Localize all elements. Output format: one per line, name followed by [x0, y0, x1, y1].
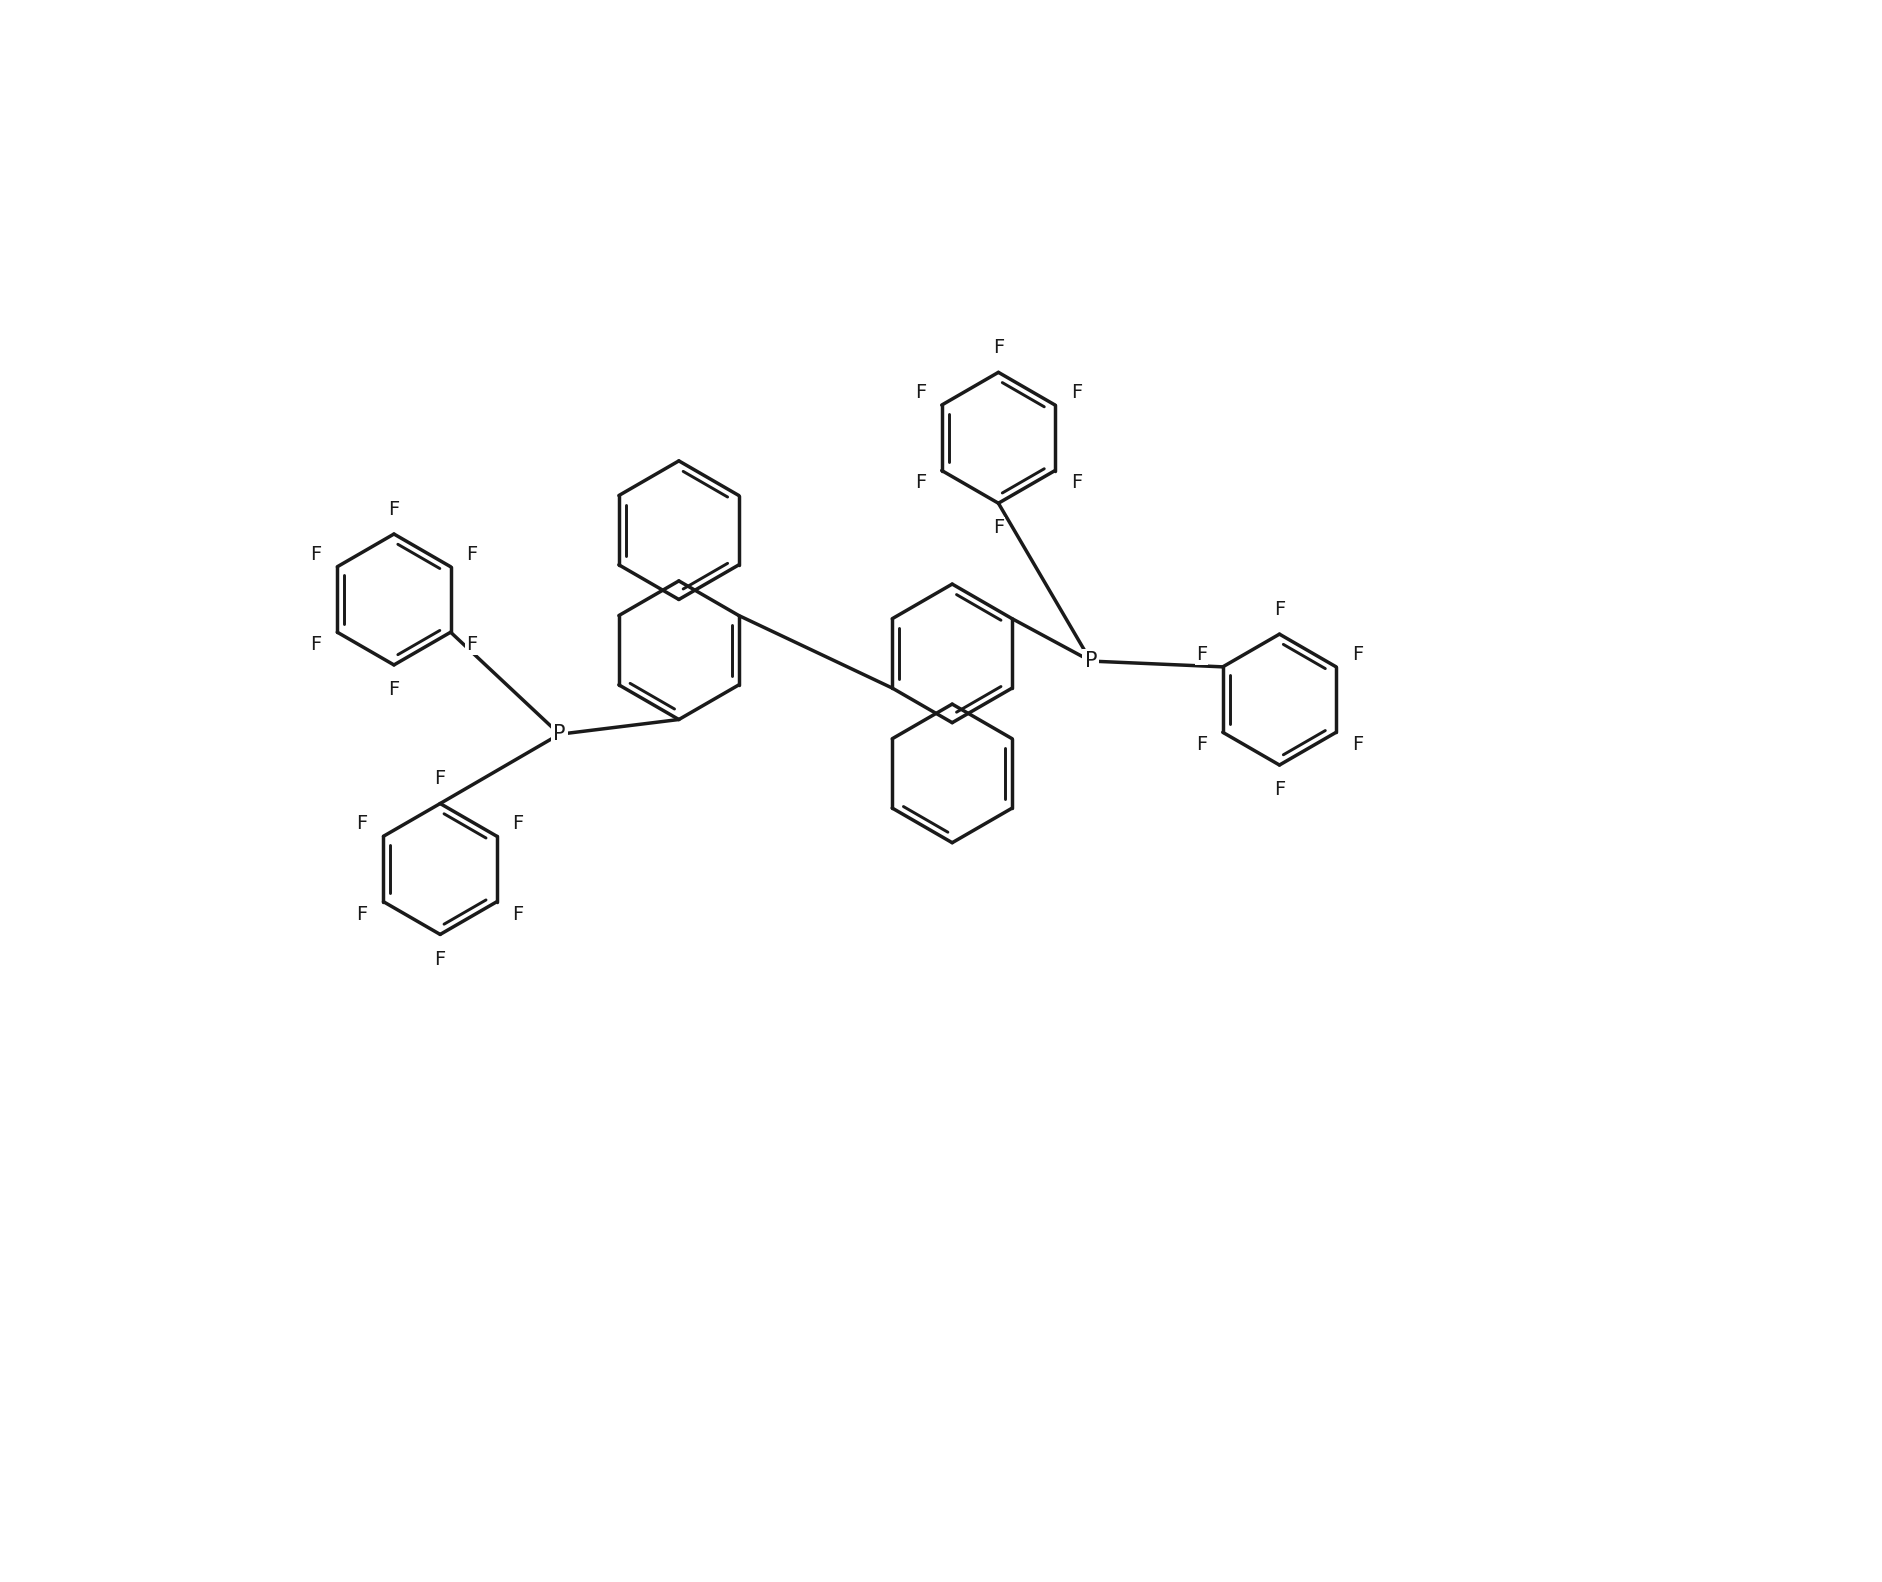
Text: F: F: [994, 339, 1003, 358]
Text: F: F: [435, 949, 446, 968]
Text: F: F: [1195, 736, 1206, 755]
Text: F: F: [512, 815, 523, 834]
Text: F: F: [915, 383, 926, 402]
Text: F: F: [1071, 473, 1082, 492]
Text: F: F: [1195, 645, 1206, 664]
Text: F: F: [1274, 780, 1285, 799]
Text: F: F: [311, 634, 322, 653]
Text: F: F: [356, 815, 367, 834]
Text: F: F: [388, 680, 399, 699]
Text: P: P: [1084, 652, 1097, 671]
Text: F: F: [915, 473, 926, 492]
Text: F: F: [467, 634, 478, 653]
Text: F: F: [994, 519, 1003, 538]
Text: F: F: [435, 769, 446, 788]
Text: F: F: [467, 544, 478, 563]
Text: F: F: [311, 544, 322, 563]
Text: F: F: [512, 905, 523, 924]
Text: F: F: [1274, 600, 1285, 619]
Text: P: P: [553, 725, 566, 744]
Text: F: F: [356, 905, 367, 924]
Text: F: F: [1351, 736, 1363, 755]
Text: F: F: [388, 500, 399, 519]
Text: F: F: [1351, 645, 1363, 664]
Text: F: F: [1071, 383, 1082, 402]
